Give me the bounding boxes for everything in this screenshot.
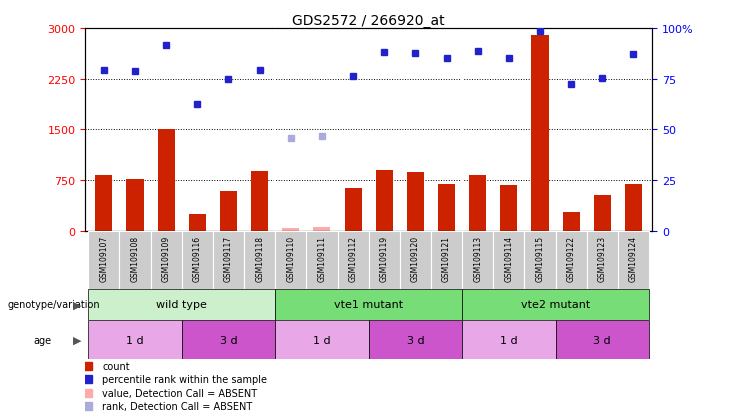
- Bar: [158, 130, 175, 231]
- Text: vte2 mutant: vte2 mutant: [521, 299, 590, 310]
- Bar: [531, 36, 548, 231]
- Bar: [88, 231, 119, 289]
- Bar: [469, 175, 486, 231]
- Bar: [182, 320, 275, 359]
- Bar: [556, 320, 649, 359]
- Bar: [500, 185, 517, 231]
- Bar: [244, 231, 275, 289]
- Bar: [462, 289, 649, 320]
- Text: percentile rank within the sample: percentile rank within the sample: [102, 375, 268, 385]
- Bar: [494, 231, 525, 289]
- Bar: [368, 231, 400, 289]
- Text: ▶: ▶: [73, 299, 82, 310]
- Bar: [313, 228, 330, 231]
- Title: GDS2572 / 266920_at: GDS2572 / 266920_at: [293, 14, 445, 28]
- Text: age: age: [33, 335, 51, 345]
- Text: GSM109119: GSM109119: [379, 235, 389, 281]
- Text: 3 d: 3 d: [219, 335, 237, 345]
- Text: genotype/variation: genotype/variation: [7, 299, 100, 310]
- Bar: [275, 320, 368, 359]
- Text: GSM109116: GSM109116: [193, 235, 202, 281]
- Bar: [220, 192, 237, 231]
- Bar: [462, 231, 494, 289]
- Text: GSM109110: GSM109110: [286, 235, 295, 281]
- Text: GSM109121: GSM109121: [442, 235, 451, 281]
- Text: GSM109112: GSM109112: [348, 235, 358, 281]
- Bar: [127, 180, 144, 231]
- Bar: [213, 231, 244, 289]
- Bar: [368, 320, 462, 359]
- Text: GSM109123: GSM109123: [598, 235, 607, 281]
- Bar: [306, 231, 337, 289]
- Text: GSM109107: GSM109107: [99, 235, 108, 282]
- Text: GSM109118: GSM109118: [255, 235, 264, 281]
- Text: 1 d: 1 d: [500, 335, 518, 345]
- Bar: [376, 171, 393, 231]
- Bar: [282, 228, 299, 231]
- Text: 1 d: 1 d: [126, 335, 144, 345]
- Text: 3 d: 3 d: [407, 335, 424, 345]
- Text: 1 d: 1 d: [313, 335, 330, 345]
- Bar: [119, 231, 150, 289]
- Bar: [407, 173, 424, 231]
- Text: wild type: wild type: [156, 299, 207, 310]
- Bar: [431, 231, 462, 289]
- Bar: [251, 172, 268, 231]
- Text: vte1 mutant: vte1 mutant: [334, 299, 403, 310]
- Text: 3 d: 3 d: [594, 335, 611, 345]
- Text: value, Detection Call = ABSENT: value, Detection Call = ABSENT: [102, 388, 257, 398]
- Bar: [345, 189, 362, 231]
- Text: GSM109113: GSM109113: [473, 235, 482, 281]
- Text: GSM109115: GSM109115: [536, 235, 545, 281]
- Bar: [275, 231, 306, 289]
- Text: GSM109111: GSM109111: [317, 235, 327, 281]
- Bar: [96, 176, 113, 231]
- Bar: [618, 231, 649, 289]
- Text: GSM109109: GSM109109: [162, 235, 170, 282]
- Bar: [88, 320, 182, 359]
- Text: GSM109117: GSM109117: [224, 235, 233, 281]
- Text: GSM109122: GSM109122: [567, 235, 576, 281]
- Bar: [182, 231, 213, 289]
- Text: GSM109108: GSM109108: [130, 235, 139, 281]
- Bar: [594, 195, 611, 231]
- Bar: [556, 231, 587, 289]
- Bar: [400, 231, 431, 289]
- Text: rank, Detection Call = ABSENT: rank, Detection Call = ABSENT: [102, 401, 253, 411]
- Bar: [587, 231, 618, 289]
- Bar: [525, 231, 556, 289]
- Text: GSM109114: GSM109114: [505, 235, 514, 281]
- Text: GSM109120: GSM109120: [411, 235, 420, 281]
- Bar: [625, 184, 642, 231]
- Bar: [438, 184, 455, 231]
- Text: count: count: [102, 361, 130, 371]
- Bar: [189, 214, 206, 231]
- Bar: [150, 231, 182, 289]
- Bar: [562, 212, 579, 231]
- Bar: [275, 289, 462, 320]
- Bar: [462, 320, 556, 359]
- Text: GSM109124: GSM109124: [629, 235, 638, 281]
- Bar: [88, 289, 275, 320]
- Bar: [337, 231, 368, 289]
- Text: ▶: ▶: [73, 335, 82, 345]
